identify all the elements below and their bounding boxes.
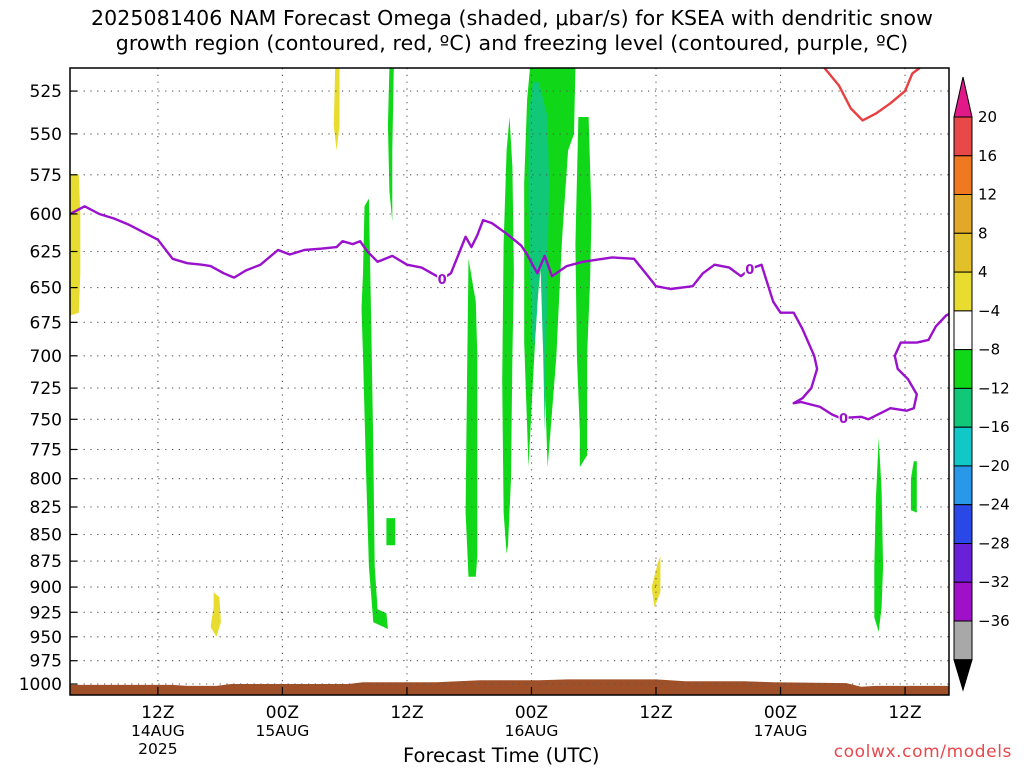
terrain-layer [70,679,949,695]
omega-region-10 [528,82,550,432]
colorbar-label-1: 16 [978,147,997,165]
colorbar-swatch-11 [953,543,973,583]
freezing-level-contour [70,205,949,421]
freezing-label-bg-2 [838,410,849,426]
colorbar-swatch-5 [953,310,973,351]
y-tick-label-900: 900 [30,578,62,598]
source-credit: coolwx.com/models [833,742,1012,762]
chart-title: 2025081406 NAM Forecast Omega (shaded, μ… [0,6,1024,56]
colorbar-label-12: −32 [978,573,1010,591]
omega-region-8 [502,117,514,554]
colorbar-label-9: −20 [978,457,1010,475]
omega-region-1 [333,68,340,151]
y-tick-label-800: 800 [30,470,62,490]
x-tick-label-1: 00Z [266,703,299,723]
colorbar-swatch-3 [953,232,973,273]
omega-region-6 [386,518,396,546]
y-tick-label-875: 875 [30,552,62,572]
colorbar-swatch-4 [953,271,973,312]
y-tick-label-975: 975 [30,652,62,672]
colorbar: 20 16 12 8 4 −4 −8 −12 −16 −20 −24 −28 −32 −36 [953,76,1010,692]
x-tick-date-5: 17AUG [754,722,808,740]
omega-region-4 [387,68,394,222]
x-tick-label-2: 12Z [390,703,423,723]
freezing-label-0: 0 [438,273,447,288]
y-tick-label-925: 925 [30,603,62,623]
omega-region-0 [70,174,81,316]
x-tick-date-1: 15AUG [256,722,310,740]
x-tick-label-0: 12Z [141,703,174,723]
x-tick-label-5: 00Z [764,703,797,723]
y-tick-label-850: 850 [30,526,62,546]
colorbar-label-4: 4 [978,263,988,281]
colorbar-label-3: 8 [978,224,988,242]
colorbar-swatch-1 [953,155,973,196]
y-tick-label-775: 775 [30,441,62,461]
colorbar-label-6: −8 [978,341,1000,359]
colorbar-swatch-10 [953,504,973,545]
colorbar-swatch-9 [953,465,973,506]
colorbar-swatch-7 [953,387,973,428]
y-tick-label-750: 750 [30,410,62,430]
colorbar-label-2: 12 [978,186,997,204]
x-tick-label-3: 00Z [515,703,548,723]
colorbar-bottom-arrow [953,659,973,692]
colorbar-label-11: −28 [978,535,1010,553]
y-tick-label-575: 575 [30,166,62,186]
dgz-contour-red [823,68,921,122]
grid-layer [70,68,949,695]
colorbar-swatch-8 [953,426,973,467]
colorbar-top-arrow [953,76,973,118]
freezing-label-1: 0 [745,263,754,278]
chart-title-line-1: 2025081406 NAM Forecast Omega (shaded, μ… [90,6,934,30]
y-tick-label-825: 825 [30,498,62,518]
y-tick-label-525: 525 [30,82,62,102]
colorbar-label-0: 20 [978,108,997,126]
plot-frame [69,67,950,696]
freezing-label-bg-0 [437,271,448,287]
colorbar-label-5: −4 [978,302,1000,320]
terrain-fill [70,679,949,695]
colorbar-swatch-13 [953,620,973,661]
y-tick-label-1000: 1000 [19,675,62,695]
colorbar-label-10: −24 [978,496,1010,514]
x-tick-date-0: 14AUG [131,722,185,740]
omega-region-11 [575,117,592,468]
colorbar-label-7: −12 [978,379,1010,397]
omega-region-12 [874,437,884,632]
y-tick-label-950: 950 [30,628,62,648]
y-tick-label-600: 600 [30,205,62,225]
colorbar-label-13: −36 [978,612,1010,630]
y-tick-label-725: 725 [30,379,62,399]
chart-title-line-2: growth region (contoured, red, ºC) and f… [115,31,909,55]
omega-region-13 [910,461,917,513]
x-tick-year-0: 2025 [138,740,177,758]
colorbar-label-8: −16 [978,418,1010,436]
omega-region-7 [465,258,478,577]
y-tick-label-675: 675 [30,313,62,333]
axes-layer: 525 550 575 600 625 650 675 700 725 750 775 800 825 8… [19,67,950,758]
colorbar-swatch-6 [953,349,973,389]
y-tick-label-700: 700 [30,347,62,367]
x-tick-date-3: 16AUG [505,722,559,740]
x-axis-label: Forecast Time (UTC) [403,744,600,767]
omega-region-2 [210,592,221,637]
x-tick-label-4: 12Z [639,703,672,723]
colorbar-swatch-12 [953,581,973,622]
omega-shading-layer [70,68,917,637]
y-tick-label-625: 625 [30,243,62,263]
omega-region-3 [651,555,661,608]
omega-region-5 [361,198,388,629]
y-tick-label-650: 650 [30,279,62,299]
colorbar-swatch-2 [953,194,973,234]
x-tick-label-6: 12Z [888,703,921,723]
contour-layer: 0 0 0 [70,68,949,427]
colorbar-swatch-0 [953,116,973,157]
freezing-label-2: 0 [839,412,848,427]
y-tick-label-550: 550 [30,125,62,145]
freezing-label-bg-1 [744,261,755,277]
